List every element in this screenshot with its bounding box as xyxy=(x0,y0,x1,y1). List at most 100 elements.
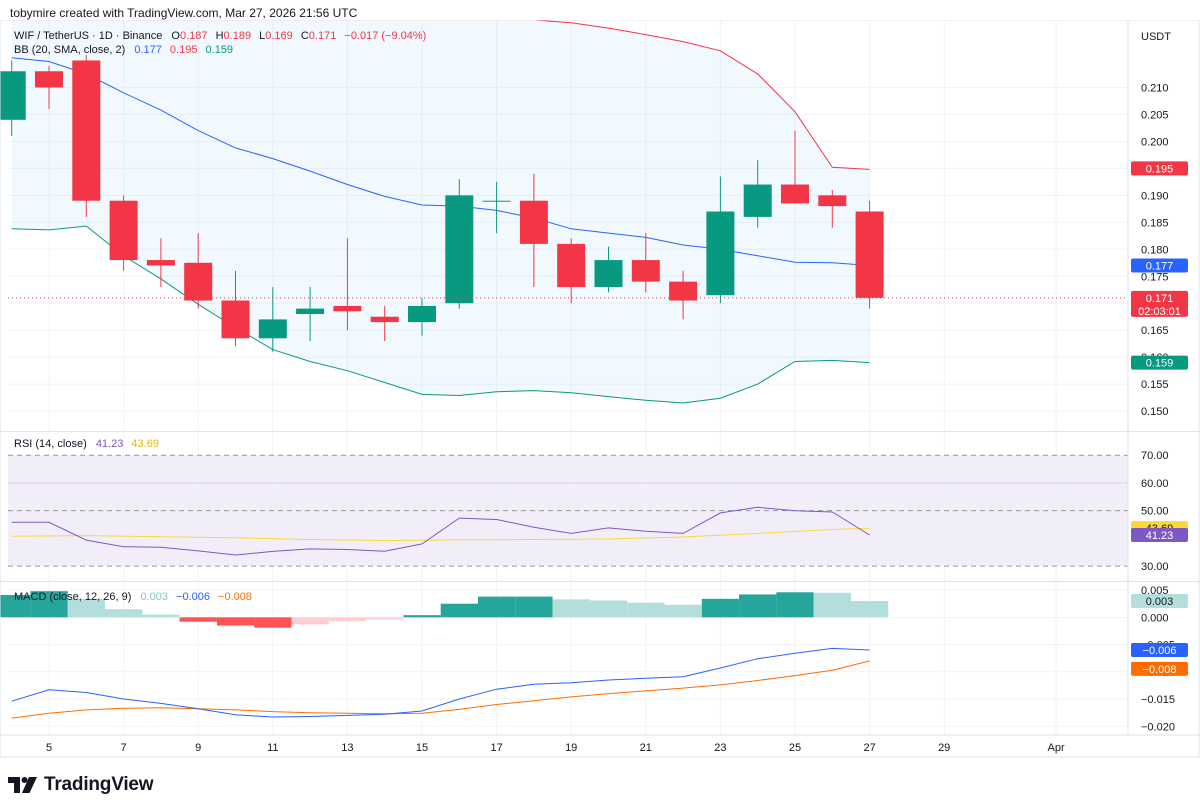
rsi-line xyxy=(11,506,870,556)
macd-histogram-bar xyxy=(179,617,217,622)
macd-histogram-bar xyxy=(0,594,31,618)
candle-body xyxy=(258,319,287,339)
time-tick-label: 21 xyxy=(640,742,652,754)
signal-marker-bg xyxy=(1131,661,1188,676)
time-tick-label: 17 xyxy=(490,742,502,754)
candle-body xyxy=(35,71,63,88)
macd-histogram-bar xyxy=(142,614,180,618)
chart-caption: tobymire created with TradingView.com, M… xyxy=(10,6,358,20)
candlesticks xyxy=(0,55,1128,352)
bb-basis-marker: 0.177 xyxy=(1146,260,1174,272)
quote-low: 0.169 xyxy=(265,30,293,42)
macd-histogram-bar xyxy=(478,596,516,618)
macd-histogram-bar xyxy=(701,598,740,618)
macd-hist-marker: 0.003 xyxy=(1146,596,1174,608)
rsi-marker-bg xyxy=(1131,527,1188,542)
candle-body xyxy=(669,281,698,301)
chart[interactable]: 0.1500.1550.1600.1650.1700.1750.1800.185… xyxy=(0,20,1200,765)
macd-histogram-bar xyxy=(813,592,851,618)
macd-legend-value: −0.006 xyxy=(176,591,210,603)
macd-histogram-bar xyxy=(291,617,329,625)
candle-body xyxy=(72,60,101,201)
price-tick-label: 0.180 xyxy=(1141,244,1169,256)
chart-border xyxy=(0,20,1200,758)
macd-legend: MACD (close, 12, 26, 9) 0.003 −0.006 −0.… xyxy=(14,591,252,603)
macd-histogram-bar xyxy=(403,615,441,618)
price-tick-label: 0.210 xyxy=(1141,82,1169,94)
last-price-marker: 0.171 xyxy=(1146,293,1174,305)
bollinger-bands xyxy=(11,20,870,404)
quote-open: 0.187 xyxy=(180,30,208,42)
candle-body xyxy=(482,200,511,202)
macd-histogram-bar xyxy=(67,598,105,618)
time-tick-label: 15 xyxy=(416,742,428,754)
candle-body xyxy=(743,184,772,217)
time-tick-label: 5 xyxy=(46,742,52,754)
macd-histogram-bar xyxy=(440,603,478,618)
time-tick-label: 27 xyxy=(863,742,875,754)
candle-body xyxy=(184,262,213,301)
tradingview-brand: TradingView xyxy=(8,772,154,798)
price-tick-label: 0.175 xyxy=(1141,271,1169,283)
quote-change: −0.017 (−9.04%) xyxy=(344,30,426,42)
macd-legend-label: MACD (close, 12, 26, 9) xyxy=(14,591,131,603)
rsi-tick-label: 30.00 xyxy=(1141,561,1169,573)
symbol-label: WIF / TetherUS · 1D · Binance xyxy=(14,30,162,42)
rsi-tick-label: 60.00 xyxy=(1141,478,1169,490)
price-tick-label: 0.150 xyxy=(1141,406,1169,418)
price-tick-label: 0.185 xyxy=(1141,217,1169,229)
candle-body xyxy=(146,260,175,266)
candle-body xyxy=(631,260,660,282)
macd-histogram-bar xyxy=(105,609,143,618)
signal-line xyxy=(11,660,870,719)
macd-histogram-bar xyxy=(776,592,814,618)
bollinger-upper-line xyxy=(218,20,870,170)
macd-hist-legend-value: 0.003 xyxy=(140,591,168,603)
last-price-marker-bg xyxy=(1131,290,1188,317)
candle-body xyxy=(557,243,586,288)
macd-histogram-bar xyxy=(254,617,292,628)
last-price-marker-countdown: 02:03:01 xyxy=(1138,306,1181,318)
time-tick-label: Apr xyxy=(1048,742,1065,754)
bb-lower-value: 0.159 xyxy=(206,44,234,56)
rsi-ma-legend-value: 43.69 xyxy=(131,438,159,450)
macd-histogram-bar xyxy=(366,617,404,620)
macd-histogram-bar xyxy=(30,591,68,618)
candle-body xyxy=(781,184,809,204)
macd-marker: −0.006 xyxy=(1143,645,1177,657)
macd-tick-label: 0.000 xyxy=(1141,612,1169,624)
candle-body xyxy=(706,211,735,296)
axis-markers: 0.1950.1770.17102:03:010.15943.6941.230.… xyxy=(1131,161,1188,676)
currency-label: USDT xyxy=(1141,31,1171,43)
time-tick-label: 29 xyxy=(938,742,950,754)
macd-histogram-bar xyxy=(328,617,367,622)
bb-legend-label: BB (20, SMA, close, 2) xyxy=(14,44,125,56)
time-tick-label: 9 xyxy=(195,742,201,754)
quote-close: 0.171 xyxy=(309,30,337,42)
candle-body xyxy=(333,305,362,312)
time-tick-label: 13 xyxy=(341,742,353,754)
candle-body xyxy=(296,308,325,315)
time-tick-label: 11 xyxy=(267,742,278,754)
signal-marker: −0.008 xyxy=(1143,664,1177,676)
signal-legend-value: −0.008 xyxy=(218,591,252,603)
macd-histogram-bar xyxy=(216,617,255,626)
bb-legend: BB (20, SMA, close, 2) 0.177 0.195 0.159 xyxy=(14,44,233,56)
rsi-marker: 41.23 xyxy=(1146,530,1174,542)
rsi-legend-label: RSI (14, close) xyxy=(14,438,87,450)
candle-body xyxy=(818,195,847,207)
time-tick-label: 19 xyxy=(565,742,577,754)
bollinger-fill xyxy=(11,20,870,403)
rsi-lines xyxy=(11,506,870,556)
bb-basis-marker-bg xyxy=(1131,258,1188,273)
macd-tick-label: −0.015 xyxy=(1141,694,1175,706)
candle-body xyxy=(370,316,399,323)
price-tick-label: 0.200 xyxy=(1141,136,1169,148)
macd-histogram-bar xyxy=(552,599,590,618)
bb-basis-value: 0.177 xyxy=(134,44,162,56)
price-tick-label: 0.190 xyxy=(1141,190,1169,202)
macd-histogram-bar xyxy=(515,596,553,618)
candle-body xyxy=(408,305,436,323)
price-tick-label: 0.155 xyxy=(1141,379,1169,391)
macd-hist-marker-bg xyxy=(1131,593,1188,608)
